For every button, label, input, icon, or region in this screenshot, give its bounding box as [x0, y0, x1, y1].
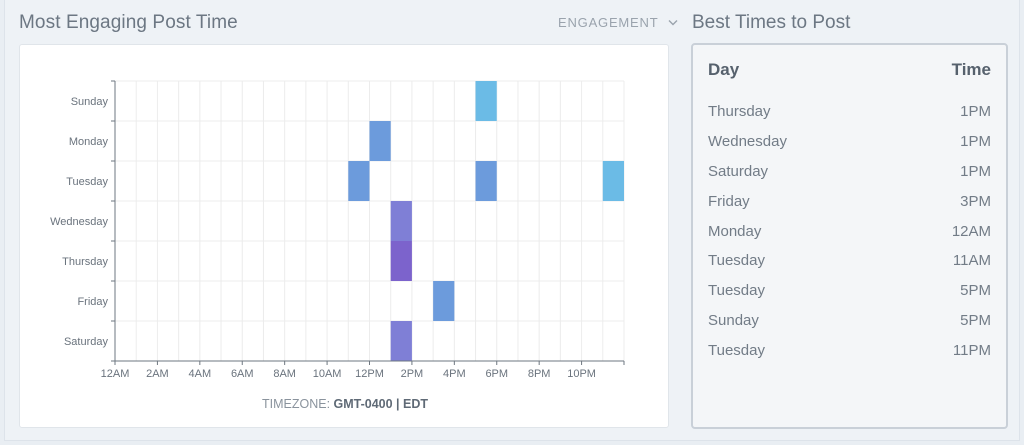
x-tick-label: 12AM — [101, 368, 130, 380]
metric-dropdown[interactable]: ENGAGEMENT — [558, 15, 678, 30]
best-time-row: Wednesday 1PM — [708, 127, 991, 157]
x-tick-label: 6PM — [485, 368, 508, 380]
best-time-day: Monday — [708, 222, 762, 240]
best-time-row: Sunday 5PM — [708, 306, 991, 336]
time-column-header: Time — [951, 60, 991, 79]
heatmap-cell[interactable] — [369, 121, 391, 161]
best-time-day: Friday — [708, 192, 750, 210]
timezone-label: TIMEZONE: — [262, 397, 334, 411]
best-times-title: Best Times to Post — [692, 12, 851, 33]
best-times-card: Day Time Thursday 1PM Wednesday 1PM Saturday… — [691, 43, 1008, 429]
best-time-day: Tuesday — [708, 341, 765, 359]
heatmap-chart: Sunday Monday Tuesday Wednesday Thursday Frid… — [50, 80, 625, 411]
y-tick-label: Sunday — [71, 96, 109, 108]
best-time-row: Saturday 1PM — [708, 157, 991, 187]
heatmap-card: Sunday Monday Tuesday Wednesday Thursday Frid… — [19, 44, 669, 428]
x-tick-label: 2AM — [146, 368, 169, 380]
best-times-list: Thursday 1PM Wednesday 1PM Saturday 1PM Friday… — [708, 97, 991, 365]
best-time-day: Sunday — [708, 311, 759, 329]
best-time-row: Tuesday 11AM — [708, 246, 991, 276]
x-tick-label: 4AM — [189, 368, 212, 380]
x-tick-label: 12PM — [355, 368, 384, 380]
heatmap-cell[interactable] — [433, 281, 455, 321]
best-time-hour: 11AM — [952, 252, 991, 270]
best-time-row: Friday 3PM — [708, 186, 991, 216]
best-time-day: Tuesday — [708, 282, 765, 300]
x-tick-label: 6AM — [231, 368, 254, 380]
y-tick-label: Saturday — [64, 336, 109, 348]
best-time-hour: 1PM — [960, 162, 991, 180]
best-time-hour: 5PM — [960, 311, 991, 329]
timezone-caption: TIMEZONE: GMT-0400 | EDT — [262, 397, 428, 411]
best-time-day: Saturday — [708, 162, 769, 180]
x-tick-label: 2PM — [401, 368, 424, 380]
best-time-day: Thursday — [708, 103, 771, 121]
heatmap-cell[interactable] — [390, 241, 412, 281]
best-time-hour: 12AM — [951, 222, 991, 240]
y-tick-label: Tuesday — [66, 176, 108, 188]
heatmap-cell[interactable] — [602, 161, 624, 201]
best-times-header: Day Time — [708, 60, 991, 84]
y-tick-label: Monday — [69, 136, 109, 148]
best-time-row: Thursday 1PM — [708, 97, 991, 127]
chevron-down-icon — [668, 20, 678, 26]
y-tick-label: Wednesday — [50, 216, 108, 228]
x-tick-label: 8AM — [273, 368, 296, 380]
heatmap-cell[interactable] — [348, 161, 370, 201]
day-column-header: Day — [708, 60, 740, 79]
best-time-hour: 3PM — [960, 192, 991, 210]
heatmap-cell[interactable] — [475, 81, 497, 121]
best-time-hour: 1PM — [960, 103, 991, 121]
y-tick-label: Friday — [77, 296, 108, 308]
best-time-day: Wednesday — [708, 133, 787, 151]
x-tick-label: 10AM — [313, 368, 342, 380]
y-tick-label: Thursday — [62, 256, 108, 268]
x-tick-label: 10PM — [567, 368, 596, 380]
metric-dropdown-label: ENGAGEMENT — [558, 15, 659, 30]
timezone-value: GMT-0400 | EDT — [334, 397, 429, 411]
heatmap-cell[interactable] — [390, 201, 412, 241]
best-time-row: Tuesday 11PM — [708, 335, 991, 365]
chart-panel-title: Most Engaging Post Time — [19, 12, 238, 33]
best-time-day: Tuesday — [708, 252, 765, 270]
best-time-hour: 5PM — [960, 282, 991, 300]
heatmap-cell[interactable] — [475, 161, 497, 201]
best-time-row: Tuesday 5PM — [708, 276, 991, 306]
x-tick-label: 4PM — [443, 368, 466, 380]
heatmap-cell[interactable] — [390, 321, 412, 361]
best-time-hour: 11PM — [952, 341, 991, 359]
x-tick-label: 8PM — [528, 368, 551, 380]
best-time-hour: 1PM — [960, 133, 991, 151]
best-time-row: Monday 12AM — [708, 216, 991, 246]
